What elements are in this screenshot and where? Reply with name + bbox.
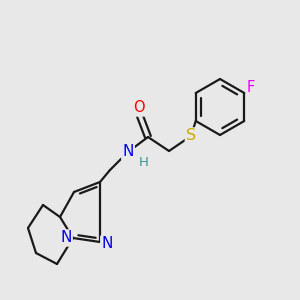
Text: O: O: [133, 100, 145, 116]
Text: H: H: [139, 157, 149, 169]
Text: N: N: [122, 145, 134, 160]
Text: N: N: [60, 230, 72, 245]
Text: S: S: [186, 128, 196, 143]
Text: F: F: [247, 80, 255, 95]
Text: N: N: [101, 236, 113, 251]
